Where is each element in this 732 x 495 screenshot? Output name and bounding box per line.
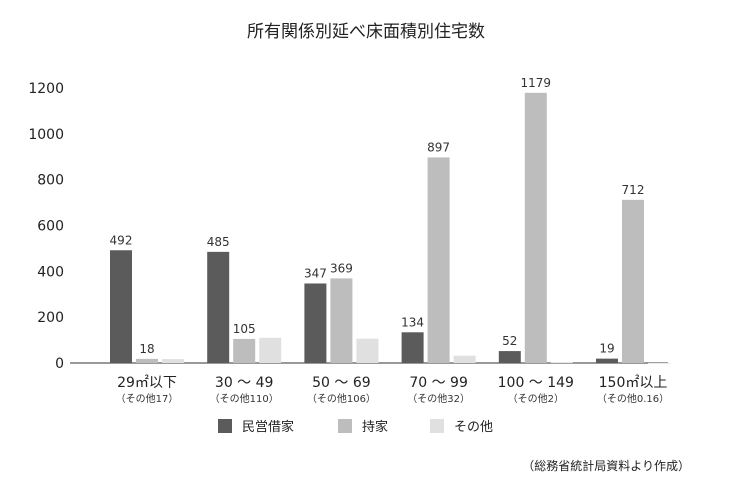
category-labels: 29㎡以下（その他17） 30 ～ 49（その他110） 50 ～ 69（その他10… bbox=[116, 375, 670, 405]
data-label: 134 bbox=[401, 315, 424, 329]
bar bbox=[401, 332, 424, 363]
category-label: 29㎡以下 bbox=[117, 375, 177, 391]
y-axis-ticks: 0 200 400 600 800 1000 1200 bbox=[28, 81, 64, 372]
bar bbox=[110, 250, 132, 363]
data-label: 1179 bbox=[521, 76, 552, 90]
legend-swatch bbox=[218, 419, 232, 433]
y-tick-label: 400 bbox=[37, 264, 64, 280]
bar bbox=[330, 278, 353, 363]
category-note: （その他110） bbox=[210, 392, 279, 405]
bar bbox=[304, 283, 327, 363]
category-label: 50 ～ 69 bbox=[312, 375, 371, 391]
y-tick-label: 800 bbox=[37, 173, 64, 189]
y-tick-label: 1000 bbox=[28, 127, 64, 143]
bar bbox=[356, 338, 379, 363]
category-label: 30 ～ 49 bbox=[215, 375, 274, 391]
y-tick-label: 200 bbox=[37, 310, 64, 326]
bar bbox=[136, 358, 158, 363]
category-note: （その他32） bbox=[407, 392, 470, 405]
bar bbox=[207, 251, 230, 363]
data-label: 52 bbox=[502, 334, 517, 348]
legend-swatch bbox=[338, 419, 352, 433]
y-tick-label: 1200 bbox=[28, 81, 64, 97]
bar bbox=[498, 351, 521, 363]
bar bbox=[648, 362, 670, 364]
y-tick-label: 600 bbox=[37, 219, 64, 235]
data-label: 897 bbox=[427, 140, 450, 154]
data-label: 492 bbox=[110, 233, 133, 247]
category-note: （その他0.16） bbox=[597, 392, 669, 405]
category-label: 100 ～ 149 bbox=[498, 375, 574, 391]
bar bbox=[596, 358, 618, 363]
data-label: 369 bbox=[330, 261, 353, 275]
legend-label: その他 bbox=[454, 420, 493, 435]
bars bbox=[110, 92, 670, 364]
data-label: 19 bbox=[599, 342, 614, 356]
data-label: 485 bbox=[207, 235, 230, 249]
bar bbox=[550, 362, 573, 364]
category-label: 150㎡以上 bbox=[599, 375, 668, 391]
data-label: 347 bbox=[304, 266, 327, 280]
category-label: 70 ～ 99 bbox=[409, 375, 468, 391]
legend-label: 民営借家 bbox=[242, 419, 294, 435]
bar bbox=[259, 337, 282, 363]
legend-label: 持家 bbox=[362, 419, 388, 435]
y-tick-label: 0 bbox=[55, 356, 64, 372]
bar bbox=[162, 359, 184, 363]
bar bbox=[427, 157, 450, 363]
data-label: 712 bbox=[622, 183, 645, 197]
data-labels: 492 485 347 134 52 19 18 105 369 897 1179 712 bbox=[110, 76, 645, 356]
chart-title: 所有関係別延べ床面積別住宅数 bbox=[247, 22, 485, 42]
data-label: 18 bbox=[139, 342, 154, 356]
category-note: （その他2） bbox=[508, 392, 564, 405]
legend-swatch bbox=[430, 419, 444, 433]
bar bbox=[524, 92, 547, 363]
bar bbox=[622, 199, 644, 363]
data-label: 105 bbox=[233, 322, 256, 336]
category-note: （その他17） bbox=[116, 392, 179, 405]
bar bbox=[233, 338, 256, 363]
category-note: （その他106） bbox=[307, 392, 376, 405]
source-note: （総務省統計局資料より作成） bbox=[522, 458, 690, 473]
bar bbox=[453, 355, 476, 363]
legend: 民営借家 持家 その他 bbox=[218, 419, 493, 435]
